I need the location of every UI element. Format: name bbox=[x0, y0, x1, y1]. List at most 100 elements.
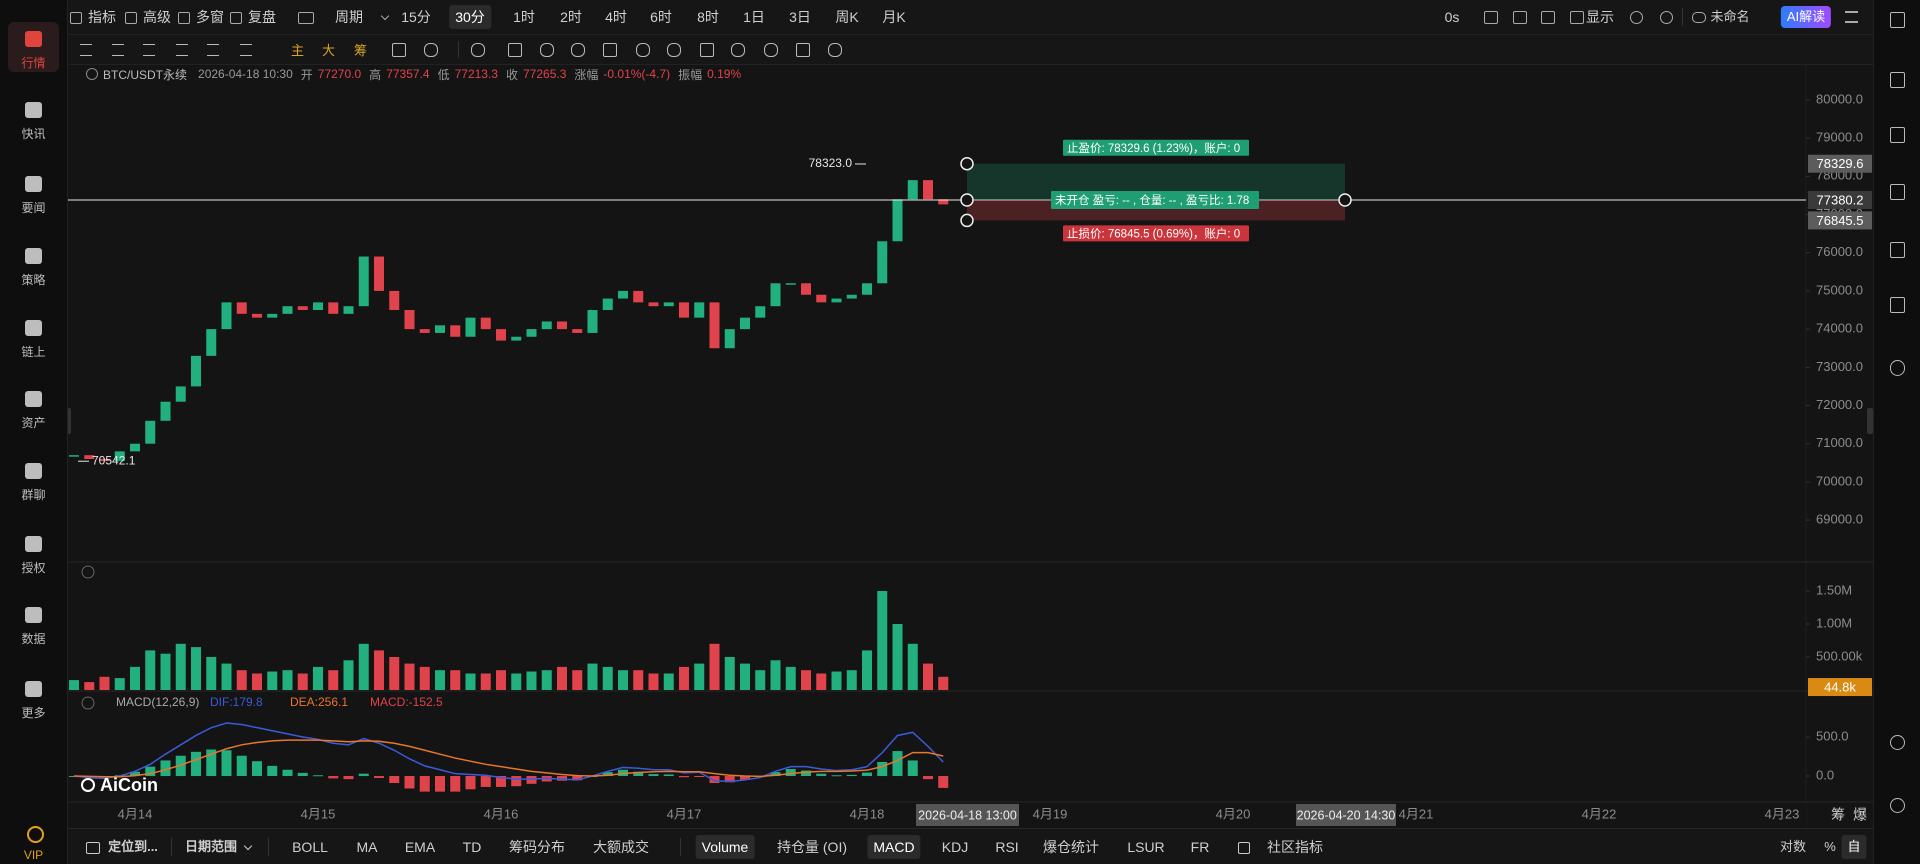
draw-tool[interactable] bbox=[731, 43, 745, 57]
side-tool[interactable] bbox=[1890, 127, 1905, 143]
side-tab[interactable]: 数据 bbox=[21, 632, 46, 646]
tool-button[interactable]: 多窗 bbox=[196, 9, 224, 25]
chevron bbox=[380, 11, 390, 21]
candle-body bbox=[145, 420, 156, 444]
side-tab[interactable]: 授权 bbox=[21, 561, 46, 575]
macd-histogram bbox=[663, 774, 674, 777]
interval-button[interactable]: 8时 bbox=[697, 9, 719, 25]
draw-tool[interactable] bbox=[240, 44, 252, 56]
layout-name[interactable]: 未命名 bbox=[1710, 9, 1750, 24]
interval-button[interactable]: 15分 bbox=[401, 9, 431, 25]
indicator-button[interactable]: RSI bbox=[995, 839, 1019, 855]
candle-body bbox=[740, 317, 750, 330]
interval-button[interactable]: 6时 bbox=[650, 9, 672, 25]
mode-button[interactable]: 主 bbox=[291, 43, 305, 58]
draw-tool[interactable] bbox=[796, 43, 810, 57]
indicator-button[interactable]: LSUR bbox=[1127, 839, 1165, 855]
side-tool[interactable] bbox=[1890, 297, 1905, 313]
mode-button[interactable]: 筹 bbox=[354, 43, 368, 58]
side-tool[interactable] bbox=[1890, 798, 1905, 813]
volume-bar bbox=[740, 663, 750, 690]
y-tick-label: 1.50M bbox=[1816, 582, 1852, 597]
volume-bar bbox=[358, 643, 369, 690]
side-tab[interactable]: 链上 bbox=[21, 345, 46, 359]
side-tab[interactable]: 更多 bbox=[21, 706, 46, 720]
indicator-button[interactable]: Volume bbox=[695, 835, 755, 859]
draw-tool[interactable] bbox=[471, 43, 485, 57]
candle-body bbox=[358, 256, 369, 307]
y-tick-label: 0.0 bbox=[1816, 767, 1834, 782]
interval-button[interactable]: 4时 bbox=[605, 9, 627, 25]
volume-bar bbox=[648, 673, 659, 690]
side-tab[interactable]: 行情 bbox=[21, 56, 46, 70]
draw-tool[interactable] bbox=[176, 44, 188, 56]
interval-button[interactable]: 30分 bbox=[449, 5, 491, 29]
interval-button[interactable]: 3日 bbox=[789, 9, 811, 25]
mode-button[interactable]: 大 bbox=[322, 43, 336, 58]
side-tool[interactable] bbox=[1890, 242, 1905, 258]
scale-mode[interactable]: 对数 bbox=[1779, 839, 1807, 854]
draw-tool[interactable] bbox=[424, 43, 438, 57]
tool-icon bbox=[178, 12, 190, 24]
draw-tool[interactable] bbox=[603, 43, 617, 57]
display-button[interactable]: 显示 bbox=[1586, 9, 1614, 25]
side-tab[interactable]: 策略 bbox=[21, 273, 46, 287]
draw-tool[interactable] bbox=[700, 43, 714, 57]
side-tool[interactable] bbox=[1890, 360, 1905, 376]
draw-tool[interactable] bbox=[508, 43, 522, 57]
macd-histogram bbox=[816, 773, 827, 777]
date-range-button[interactable]: 日期范围 bbox=[184, 839, 238, 854]
draw-tool[interactable] bbox=[636, 43, 650, 57]
indicator-button[interactable]: MACD bbox=[867, 835, 921, 859]
draw-tool[interactable] bbox=[143, 44, 155, 56]
side-tool[interactable] bbox=[1890, 12, 1905, 28]
tool-button[interactable]: 指标 bbox=[88, 9, 116, 25]
volume-bar bbox=[236, 670, 247, 690]
indicator-button[interactable]: 筹码分布 bbox=[509, 839, 565, 855]
macd-histogram bbox=[877, 761, 888, 777]
draw-tool[interactable] bbox=[828, 43, 842, 57]
side-tab[interactable]: 快讯 bbox=[21, 127, 46, 141]
side-tab[interactable]: 资产 bbox=[21, 416, 46, 430]
volume-bar bbox=[679, 666, 689, 690]
draw-tool[interactable] bbox=[392, 43, 406, 57]
draw-tool[interactable] bbox=[764, 43, 778, 57]
locate-button[interactable]: 定位到... bbox=[108, 839, 158, 854]
draw-tool[interactable] bbox=[571, 43, 585, 57]
interval-button[interactable]: 2时 bbox=[560, 9, 582, 25]
draw-tool[interactable] bbox=[667, 43, 681, 57]
side-tab[interactable]: 要闻 bbox=[21, 201, 46, 215]
interval-button[interactable]: 周K bbox=[835, 9, 859, 25]
scale-mode[interactable]: % bbox=[1824, 839, 1836, 854]
tool-button[interactable]: 高级 bbox=[143, 9, 171, 25]
indicator-button[interactable]: FR bbox=[1190, 839, 1210, 855]
draw-tool[interactable] bbox=[80, 44, 92, 56]
vip[interactable]: VIP bbox=[23, 848, 44, 862]
volume-bar bbox=[343, 660, 354, 690]
indicator-button[interactable]: TD bbox=[462, 839, 482, 855]
ai-button[interactable]: AI解读 bbox=[1780, 6, 1832, 28]
indicator-button[interactable]: 爆仓统计 bbox=[1043, 839, 1099, 855]
indicator-button[interactable]: MA bbox=[356, 839, 378, 855]
indicator-button[interactable]: BOLL bbox=[292, 839, 328, 855]
interval-button[interactable]: 1时 bbox=[513, 9, 535, 25]
side-tab[interactable]: 群聊 bbox=[21, 488, 46, 502]
draw-tool[interactable] bbox=[112, 44, 124, 56]
side-tool[interactable] bbox=[1890, 735, 1905, 750]
scale-mode[interactable]: 自动 bbox=[1841, 835, 1867, 864]
draw-tool[interactable] bbox=[207, 44, 219, 56]
draw-tool[interactable] bbox=[540, 43, 554, 57]
tool-button[interactable]: 复盘 bbox=[248, 9, 276, 25]
tool-icon bbox=[125, 12, 137, 24]
indicator-button[interactable]: EMA bbox=[404, 839, 436, 855]
side-icon bbox=[25, 320, 42, 336]
indicator-button[interactable]: 大额成交 bbox=[593, 839, 649, 855]
period-button[interactable]: 周期 bbox=[335, 9, 363, 25]
side-tool[interactable] bbox=[1890, 72, 1905, 88]
interval-button[interactable]: 月K bbox=[882, 9, 906, 25]
indicator-button[interactable]: KDJ bbox=[941, 839, 969, 855]
indicator-button[interactable]: 社区指标 bbox=[1267, 839, 1323, 855]
side-tool[interactable] bbox=[1890, 184, 1905, 200]
indicator-button[interactable]: 持仓量 (OI) bbox=[777, 839, 847, 855]
interval-button[interactable]: 1日 bbox=[743, 9, 765, 25]
